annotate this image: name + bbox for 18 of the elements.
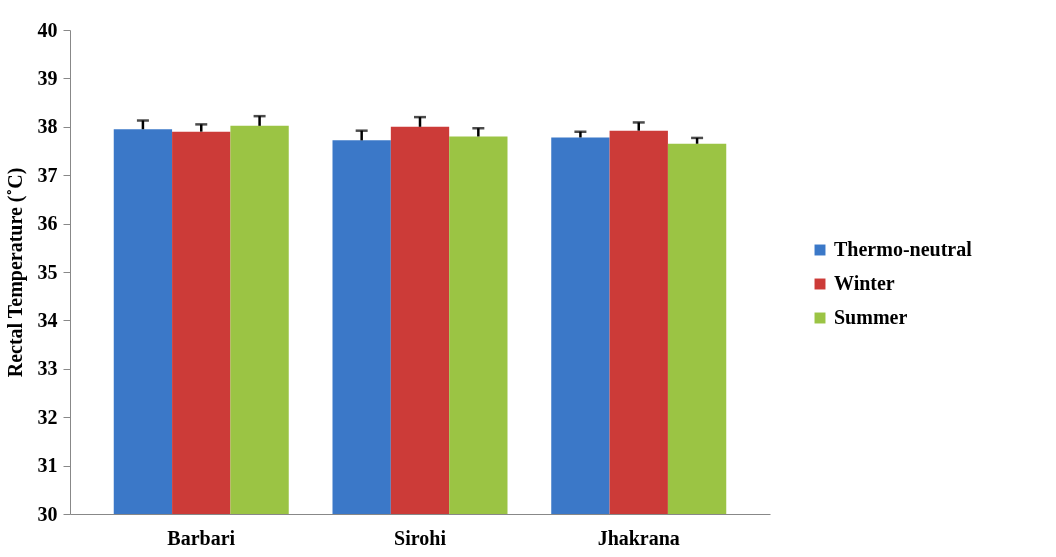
y-tick-label: 30 <box>37 502 58 525</box>
y-tick-label: 37 <box>37 163 58 186</box>
legend-label: Summer <box>834 306 908 328</box>
y-tick-label: 34 <box>37 308 58 331</box>
x-tick-label: Barbari <box>167 526 236 549</box>
x-tick-label: Sirohi <box>394 526 447 549</box>
y-tick-label: 31 <box>37 454 58 477</box>
y-tick-label: 33 <box>37 357 58 380</box>
y-tick-label: 32 <box>37 405 58 428</box>
legend-label: Winter <box>834 272 895 294</box>
y-tick-label: 36 <box>37 212 58 235</box>
y-tick-label: 38 <box>37 115 58 138</box>
y-tick-label: 40 <box>37 18 58 41</box>
y-axis-title: Rectal Temperature (˚C) <box>3 167 27 378</box>
legend-label: Thermo-neutral <box>834 238 973 260</box>
y-tick-label: 35 <box>37 260 58 283</box>
x-tick-label: Jhakrana <box>597 526 680 549</box>
y-tick-label: 39 <box>37 66 58 89</box>
